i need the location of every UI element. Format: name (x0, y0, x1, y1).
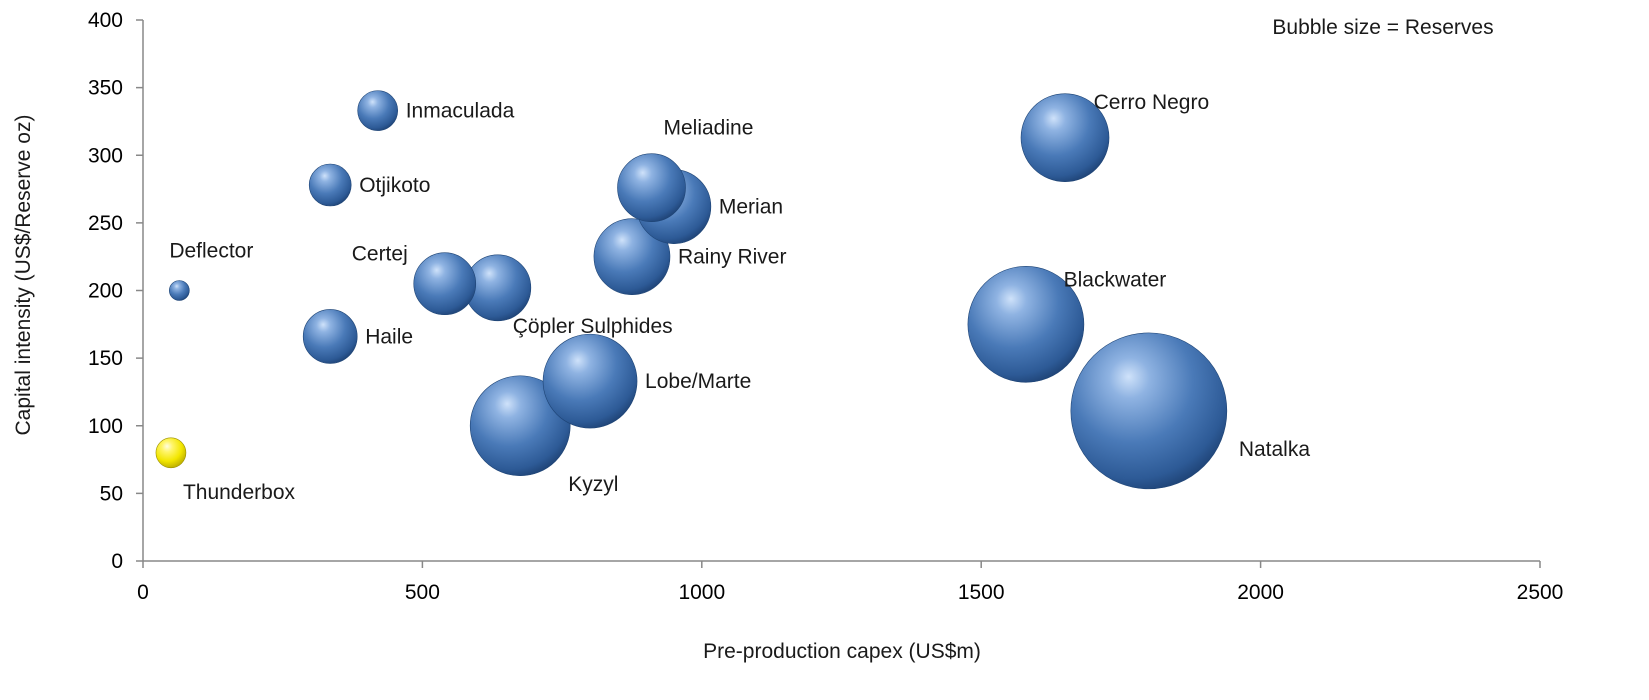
bubble-label-haile: Haile (365, 325, 413, 348)
bubble-thunderbox (155, 437, 187, 469)
y-tick-label: 150 (88, 347, 123, 370)
bubble-lobe-marte (542, 333, 638, 429)
bubble-label-kyzyl: Kyzyl (568, 473, 618, 496)
bubble-label-otjikoto: Otjikoto (359, 174, 430, 197)
x-ticks: 0 500 1000 1500 2000 2500 (137, 561, 1563, 604)
bubble-label-merian: Merian (719, 196, 783, 219)
y-axis-title: Capital intensity (US$/Reserve oz) (12, 115, 35, 436)
x-tick-label: 2000 (1237, 581, 1284, 604)
bubble-haile (302, 309, 358, 364)
x-tick-label: 2500 (1517, 581, 1564, 604)
bubble-blackwater (967, 266, 1085, 383)
bubble-size-note: Bubble size = Reserves (1272, 16, 1493, 39)
bubbles (155, 90, 1228, 490)
bubble-label-deflector: Deflector (169, 240, 253, 263)
y-tick-label: 300 (88, 144, 123, 167)
x-tick-label: 1500 (958, 581, 1005, 604)
x-tick-label: 0 (137, 581, 149, 604)
bubble-label-natalka: Natalka (1239, 438, 1311, 461)
bubble-inmaculada (357, 90, 398, 131)
bubble-kyzyl (469, 375, 571, 477)
bubble-otjikoto (308, 163, 352, 207)
x-tick-label: 1000 (678, 581, 725, 604)
y-tick-label: 0 (111, 550, 123, 573)
bubble-label-thunderbox: Thunderbox (183, 481, 296, 504)
bubble-label-meliadine: Meliadine (664, 117, 754, 140)
x-axis-title: Pre-production capex (US$m) (703, 640, 981, 663)
bubble-label-inmaculada: Inmaculada (406, 100, 515, 123)
bubble-label-certej: Certej (352, 243, 408, 266)
bubble-label--pler-sulphides: Çöpler Sulphides (513, 315, 673, 338)
bubble-label-cerro-negro: Cerro Negro (1094, 91, 1210, 114)
y-tick-label: 200 (88, 280, 123, 303)
y-tick-label: 350 (88, 77, 123, 100)
y-tick-label: 400 (88, 9, 123, 32)
bubble-deflector (169, 280, 190, 301)
bubble-rainy-river (593, 218, 671, 295)
bubble-label-rainy-river: Rainy River (678, 246, 787, 269)
x-tick-label: 500 (405, 581, 440, 604)
y-tick-label: 250 (88, 212, 123, 235)
bubble-label-blackwater: Blackwater (1064, 269, 1167, 292)
bubble-meliadine (617, 153, 686, 223)
y-ticks: 0 50 100 150 200 250 300 350 400 (88, 9, 143, 573)
y-tick-label: 50 (100, 482, 123, 505)
bubble-label-lobe-marte: Lobe/Marte (645, 370, 751, 393)
bubble-labels: Inmaculada Otjikoto Deflector Certej Çöpler … (169, 91, 1310, 504)
bubble-natalka (1070, 332, 1228, 490)
bubble-certej (413, 252, 477, 316)
axes: 0 50 100 150 200 250 300 350 400 0 500 1000 1500 200… (88, 9, 1563, 604)
y-tick-label: 100 (88, 415, 123, 438)
bubble-cerro-negro (1020, 93, 1110, 182)
